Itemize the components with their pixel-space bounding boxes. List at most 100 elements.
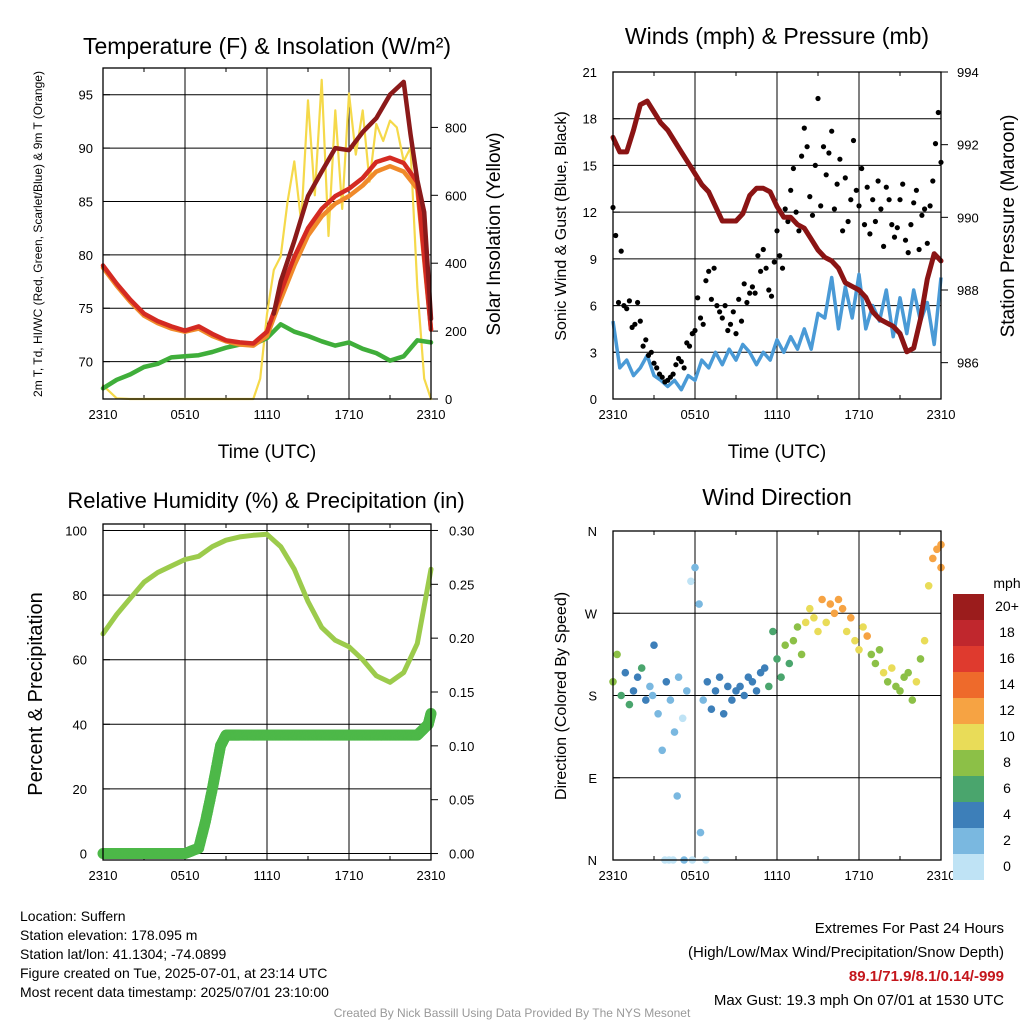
gust-point: [637, 318, 643, 324]
gust-point: [618, 248, 624, 254]
y2-tick-label: 986: [957, 356, 979, 371]
y-tick-label: 70: [79, 355, 93, 370]
colorbar-label: 16: [999, 650, 1015, 666]
direction-point: [711, 687, 720, 695]
colorbar-swatch: [953, 646, 984, 672]
gust-point: [700, 321, 706, 327]
direction-point: [662, 678, 671, 686]
chart-title: Winds (mph) & Pressure (mb): [625, 23, 929, 49]
gust-point: [768, 293, 775, 299]
gust-point: [878, 206, 884, 212]
gust-point: [924, 240, 930, 246]
gust-point: [831, 206, 838, 212]
direction-point: [859, 623, 867, 631]
y-axis-label: Direction (Colored By Speed): [553, 592, 570, 800]
y-tick-label: 0: [590, 392, 597, 407]
direction-point: [740, 691, 748, 700]
y-axis-label: Percent & Precipitation: [25, 592, 47, 795]
direction-point: [752, 687, 761, 695]
direction-point: [826, 600, 835, 608]
direction-point: [924, 582, 933, 590]
colorbar-label: 4: [1003, 806, 1011, 822]
gust-point: [804, 144, 810, 150]
gust-point: [829, 128, 835, 134]
direction-point: [818, 595, 826, 604]
gust-point: [788, 187, 794, 193]
x-tick-label: 2310: [927, 407, 956, 422]
gust-point: [738, 318, 745, 324]
gust-point: [632, 321, 638, 327]
gust-point: [706, 268, 712, 274]
direction-point: [621, 668, 630, 677]
station-elevation: Station elevation: 178.095 m: [20, 927, 198, 943]
gust-point: [856, 203, 862, 209]
plot-frame: [102, 523, 432, 861]
gust-point: [848, 197, 854, 203]
x-tick-label: 0510: [681, 868, 710, 883]
y2-tick-label: 400: [445, 256, 467, 271]
y2-tick-label: 800: [445, 120, 467, 135]
gust-point: [777, 253, 783, 259]
gust-point: [823, 172, 829, 178]
gust-point: [766, 287, 772, 293]
direction-point: [695, 600, 703, 608]
y2-tick-label: 0.20: [449, 631, 474, 646]
direction-point: [797, 650, 806, 659]
direction-point: [888, 664, 896, 672]
x-tick-label: 2310: [417, 868, 446, 883]
gust-point: [935, 109, 941, 116]
gust-point: [725, 327, 731, 334]
direction-point: [769, 627, 777, 636]
y-tick-label: S: [588, 689, 597, 704]
x-tick-label: 1710: [335, 868, 364, 883]
direction-point: [912, 678, 921, 686]
gust-point: [883, 184, 889, 190]
y-axis-label: Sonic Wind & Gust (Blue, Black): [553, 111, 570, 340]
y-tick-label: W: [585, 606, 598, 621]
direction-point: [658, 746, 666, 755]
gust-point: [722, 303, 728, 309]
gust-point: [845, 218, 851, 225]
y2-axis-label: Solar Insolation (Yellow): [484, 132, 505, 335]
direction-point: [673, 792, 681, 800]
y-tick-label: E: [588, 771, 597, 786]
direction-point: [810, 614, 818, 622]
direction-point: [765, 682, 773, 691]
colorbar-swatch: [953, 828, 984, 854]
direction-point: [781, 641, 789, 649]
colorbar-swatch: [953, 750, 984, 776]
x-tick-label: 2310: [599, 868, 628, 883]
gust-point: [930, 178, 936, 184]
direction-point: [683, 687, 691, 695]
direction-point: [703, 678, 712, 686]
direction-point: [916, 655, 925, 663]
gust-point: [894, 225, 900, 231]
wind-speed-line: [611, 272, 943, 392]
direction-point: [806, 604, 814, 613]
gust-point: [779, 265, 786, 271]
gust-point: [755, 253, 761, 259]
direction-point: [629, 687, 638, 695]
x-tick-label: 2310: [417, 407, 446, 422]
station-info: Location: Suffern Station elevation: 178…: [20, 907, 329, 1002]
y2-tick-label: 988: [957, 283, 979, 298]
chart-title: Wind Direction: [702, 484, 852, 510]
gust-point: [837, 156, 843, 162]
direction-point: [687, 577, 695, 586]
gust-point: [635, 299, 641, 306]
x-tick-label: 1710: [845, 868, 874, 883]
direction-point: [855, 646, 863, 654]
gust-point: [659, 374, 665, 380]
gust-point: [799, 153, 805, 159]
colorbar-label: 2: [1003, 832, 1011, 848]
direction-point: [867, 650, 876, 659]
station-latlon: Station lat/lon: 41.1304; -74.0899: [20, 946, 227, 962]
x-tick-label: 1110: [254, 868, 281, 883]
y2-tick-label: 0.05: [449, 793, 474, 808]
gust-point: [749, 284, 756, 290]
direction-point: [699, 696, 707, 704]
colorbar-label: 18: [999, 624, 1015, 640]
y2-tick-label: 994: [957, 65, 979, 80]
gust-point: [613, 232, 619, 239]
